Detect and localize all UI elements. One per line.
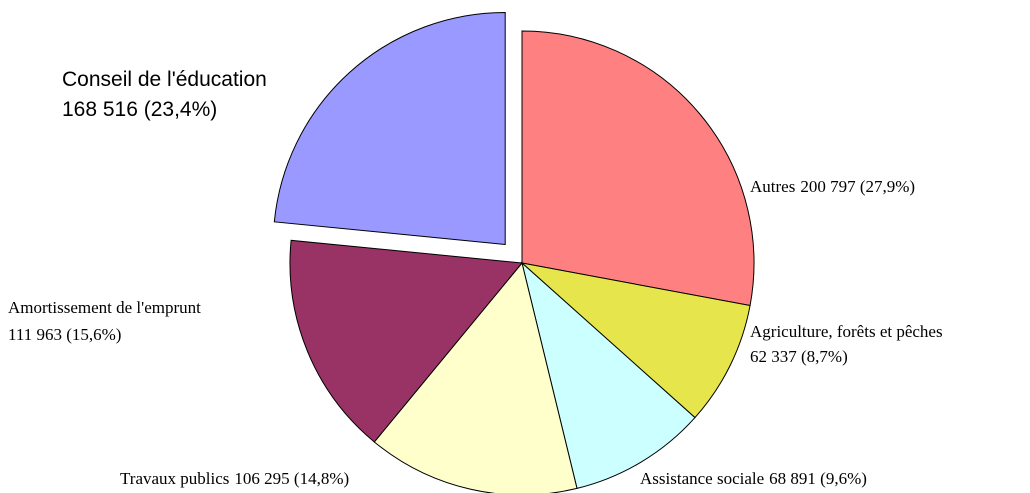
slice-value: 111 963 (15,6%) — [8, 325, 121, 344]
slice-name: Travaux publics — [120, 469, 229, 488]
slice-label: Autres 200 797 (27,9%) — [750, 177, 915, 196]
pie-slice — [289, 239, 523, 443]
slice-label: Amortissement de l'emprunt 111 963 (15,6%… — [8, 298, 201, 344]
slice-name: Autres — [750, 177, 795, 196]
slice-name: Agriculture, forêts et pêches — [750, 322, 943, 341]
pie-slice — [373, 261, 578, 493]
slice-value: 106 295 (14,8%) — [234, 469, 349, 488]
pie-slice — [521, 261, 696, 489]
slice-value: 68 891 (9,6%) — [769, 469, 867, 488]
slice-name: Assistance sociale — [640, 469, 764, 488]
slice-label: Conseil de l'éducation 168 516 (23,4%) — [62, 68, 267, 121]
slice-value: 200 797 (27,9%) — [800, 177, 915, 196]
pie-slice — [521, 30, 755, 307]
slice-label: Agriculture, forêts et pêches 62 337 (8,7… — [750, 322, 943, 366]
pie-slice — [273, 11, 506, 246]
pie-slice — [520, 262, 751, 419]
slice-label: Travaux publics 106 295 (14,8%) — [120, 469, 349, 488]
slice-name: Amortissement de l'emprunt — [8, 298, 201, 317]
slice-value: 62 337 (8,7%) — [750, 347, 848, 366]
slice-label: Assistance sociale 68 891 (9,6%) — [640, 469, 867, 488]
slice-value: 168 516 (23,4%) — [62, 98, 217, 121]
slice-name: Conseil de l'éducation — [62, 68, 267, 91]
